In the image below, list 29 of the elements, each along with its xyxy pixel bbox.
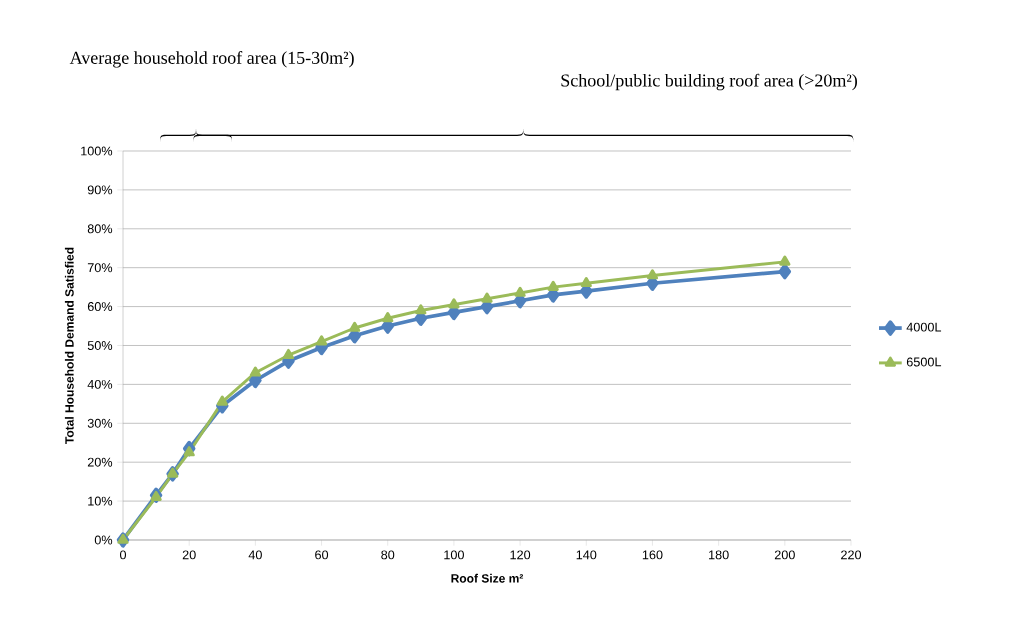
text: Average household roof area (15-30m²)	[69, 51, 354, 68]
x-tick-label: 180	[709, 550, 729, 560]
x-tick-label: 20	[182, 550, 196, 560]
y-tick-label: 50%	[87, 341, 113, 350]
y-tick-label: 20%	[87, 457, 113, 467]
y-tick-label: 40%	[87, 379, 113, 389]
y-tick-label: 90%	[87, 185, 113, 195]
x-tick-label: 120	[510, 550, 531, 560]
y-tick-label: 0%	[94, 535, 113, 545]
x-tick-label: 200	[774, 550, 795, 560]
x-tick-label: 220	[841, 550, 862, 560]
y-tick-label: 30%	[87, 418, 113, 428]
x-tick-label: 140	[576, 550, 597, 560]
x-tick-label: 160	[642, 550, 663, 560]
legend-label: 4000L	[906, 322, 942, 332]
legend-label: 6500L	[906, 357, 942, 367]
x-axis-title: Roof Size m²	[451, 573, 524, 583]
x-tick-label: 100	[444, 550, 464, 560]
x-tick-label: 80	[381, 550, 395, 560]
x-tick-label: 40	[248, 550, 262, 560]
x-tick-label: 60	[315, 550, 329, 560]
y-axis-title: Total Household Demand Satisfied	[64, 247, 74, 444]
y-tick-label: 10%	[88, 496, 113, 506]
y-tick-label: 60%	[87, 302, 113, 312]
y-tick-label: 80%	[87, 224, 113, 234]
x-tick-label: 0	[119, 550, 127, 560]
y-tick-label: 70%	[87, 263, 113, 273]
text: School/public building roof area (>20m²)	[561, 73, 857, 91]
y-tick-label: 100%	[81, 146, 113, 156]
